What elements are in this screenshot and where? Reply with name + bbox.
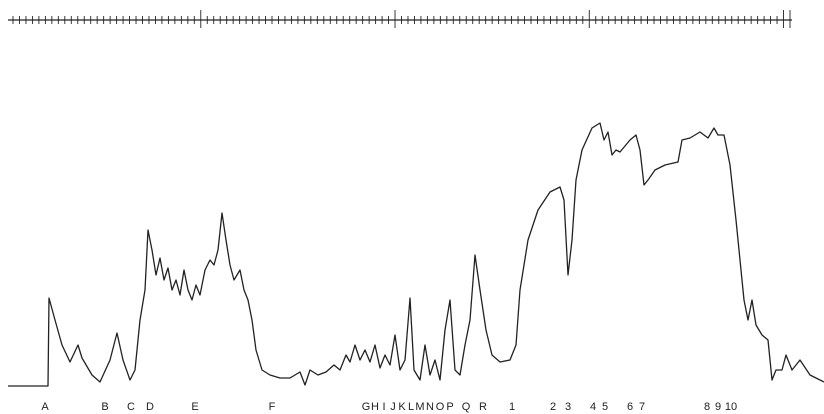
peak-label: B <box>101 401 108 413</box>
peak-label: 3 <box>565 401 571 413</box>
peak-label: 10 <box>725 401 737 413</box>
peak-label: L <box>408 401 414 413</box>
peak-label: 6 <box>627 401 633 413</box>
peak-label: 9 <box>715 401 721 413</box>
peak-label: H <box>371 401 379 413</box>
peak-label: J <box>390 401 396 413</box>
peak-label: O <box>436 401 445 413</box>
peak-label: R <box>479 401 487 413</box>
peak-label: 1 <box>509 401 515 413</box>
peak-label: I <box>382 401 385 413</box>
peak-label: A <box>41 401 49 413</box>
peak-label: M <box>415 401 424 413</box>
peak-label: N <box>426 401 434 413</box>
peak-label: Q <box>462 401 471 413</box>
ruler <box>8 10 792 28</box>
peak-label: 8 <box>704 401 710 413</box>
labels: A B C D E F G H I J K L M N O P Q R 1 2 3 4 5 6 7 8 9 10 <box>41 401 737 413</box>
peak-label: P <box>446 401 453 413</box>
peak-label: D <box>146 401 154 413</box>
peak-label: F <box>269 401 276 413</box>
peak-label: K <box>398 401 406 413</box>
density-trace <box>8 122 824 387</box>
peak-label: 4 <box>590 401 596 413</box>
peak-label: 5 <box>602 401 608 413</box>
peak-label: C <box>127 401 135 413</box>
peak-label: G <box>362 401 371 413</box>
peak-label: 2 <box>550 401 556 413</box>
peak-label: E <box>191 401 198 413</box>
peak-label: 7 <box>639 401 645 413</box>
